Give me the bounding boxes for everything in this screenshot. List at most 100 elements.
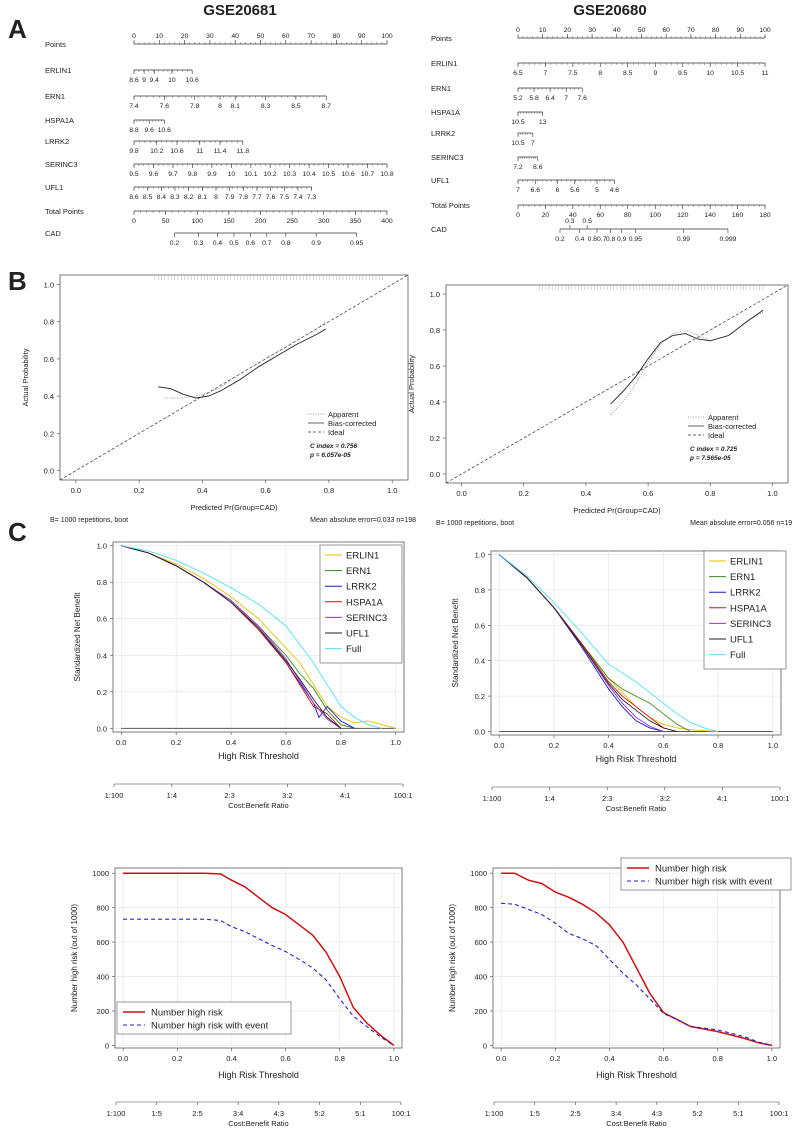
plot-frame (492, 867, 781, 1049)
tick-label: 9.8 (188, 171, 198, 178)
x-tick-label: 0.6 (658, 741, 668, 750)
tick-label: 50 (162, 218, 170, 225)
y-axis-label: Standardized Net Benefit (73, 592, 82, 682)
tick-label: 5.6 (570, 187, 580, 194)
x-tick-label: 0.6 (658, 1054, 668, 1063)
footer-right: Mean absolute error=0.033 n=198 (310, 517, 416, 524)
calibration-calib_left: 0.0 0.2 0.4 0.6 0.8 1.0 0.0 0.2 0.4 0.6 0.8 1.0 Actu… (21, 274, 416, 524)
cb-tick-label: 1:4 (167, 791, 177, 800)
tick-label: 90 (737, 27, 745, 34)
y-axis-label: Actual Probability (407, 355, 416, 413)
y-tick-label: 0.6 (97, 615, 107, 624)
x-tick-label: 0.6 (643, 489, 653, 498)
legend-label: HSPA1A (730, 603, 767, 614)
legend-label: Number high risk with event (655, 877, 773, 888)
nhr-legend: Number high risk Number high risk with ev… (116, 1001, 292, 1035)
legend-label: Ideal (328, 428, 345, 437)
row-label: UFL1 (45, 183, 63, 192)
tick-label: 8 (218, 103, 222, 110)
nomogram-row-erlin1: ERLIN1 8.6 9 9.4 10 10.6 (45, 66, 199, 84)
y-tick-label: 200 (474, 1007, 487, 1016)
x-axis-label: High Risk Threshold (218, 751, 299, 761)
cb-tick-label: 2:3 (224, 791, 234, 800)
tick-label: 8.7 (322, 103, 332, 110)
legend-label: Number high risk (151, 1008, 223, 1019)
cb-tick-label: 100:1 (771, 794, 790, 803)
legend-label: ERLIN1 (730, 557, 763, 568)
tick-label: 7.6 (160, 103, 170, 110)
y-axis-label: Number high risk (out of 1000) (70, 904, 79, 1012)
tick-label: 50 (638, 27, 646, 34)
tick-label: 10.2 (263, 171, 276, 178)
row-label: LRRK2 (45, 137, 69, 146)
tick-label: 7.2 (513, 164, 523, 171)
x-tick-label: 0.2 (549, 741, 559, 750)
tick-label: 100 (381, 33, 393, 40)
nomogram-row-ern1: ERN1 7.4 7.6 7.8 8 8.1 8.3 8.5 8.7 (45, 92, 331, 110)
x-tick-label: 0.0 (118, 1054, 128, 1063)
tick-label: 11.8 (236, 148, 249, 155)
tick-label: 11.4 (214, 148, 227, 155)
tick-label: 4.6 (610, 187, 620, 194)
y-axis-label: Number high risk (out of 1000) (448, 904, 457, 1012)
tick-label: 11 (761, 70, 768, 77)
tick-label: 160 (732, 212, 744, 219)
row-label: SERINC3 (431, 153, 464, 162)
tick-label: 0.4 (213, 240, 223, 247)
tick-label: 30 (588, 27, 596, 34)
x-tick-label: 0.8 (324, 486, 334, 495)
tick-label: 80 (712, 27, 720, 34)
y-tick-label: 0.4 (475, 657, 485, 666)
tick-label: 40 (569, 212, 577, 219)
tick-label: 100 (650, 212, 662, 219)
tick-label: 7.7 (252, 194, 262, 201)
cb-tick-label: 1:5 (529, 1109, 539, 1118)
legend-label: Bias-corrected (708, 422, 756, 431)
tick-label: 7.8 (190, 103, 200, 110)
tick-label: 11 (196, 148, 203, 155)
x-tick-label: 1.0 (389, 1054, 399, 1063)
cb-tick-label: 100:1 (770, 1109, 789, 1118)
tick-label: 7.9 (225, 194, 235, 201)
tick-label: 90 (358, 33, 366, 40)
tick-label: 9 (653, 70, 657, 77)
tick-label: 8.8 (129, 127, 139, 134)
tick-label: 9.4 (150, 77, 160, 84)
series-high-risk (123, 872, 395, 1046)
panel-label-a: A (8, 14, 27, 44)
nhr-nhr_left: 0.0 0.2 0.4 0.6 0.8 1.0 0 200 400 600 800 1000 Numbe… (70, 867, 410, 1128)
tick-label: 8.3 (261, 103, 271, 110)
row-label: ERLIN1 (45, 66, 71, 75)
cb-tick-label: 5:1 (733, 1109, 743, 1118)
x-tick-label: 0.0 (494, 741, 504, 750)
tick-label: 8.2 (184, 194, 194, 201)
nomogram-row-points: Points 0 10 20 30 40 50 60 70 80 90 100 (431, 27, 771, 43)
nomogram-row-erlin1: ERLIN1 6.5 7 7.5 8 8.5 9 9.5 10 10.5 11 (431, 59, 769, 77)
y-tick-label: 0.6 (475, 621, 485, 630)
x-tick-label: 0.0 (456, 489, 466, 498)
x-tick-label: 1.0 (767, 489, 777, 498)
legend-label: Full (730, 650, 745, 661)
tick-label: 7.6 (266, 194, 276, 201)
tick-label: 6 (556, 187, 560, 194)
cb-axis-label: Cost:Benefit Ratio (606, 804, 666, 813)
row-label: Total Points (431, 201, 470, 210)
tick-label: 13 (539, 119, 547, 126)
y-tick-label: 0.4 (44, 392, 54, 401)
tick-label: 10.6 (170, 148, 183, 155)
dca-legend: ERLIN1 ERN1 LRRK2 HSPA1A SERINC3 UFL1 Full (319, 544, 403, 664)
tick-label: 0.2 (170, 240, 180, 247)
tick-label: 7 (516, 187, 520, 194)
ideal-line (59, 274, 409, 481)
nomogram-row-cad: CAD 0.2 0.3 0.4 0.5 0.6 0.7 0.8 0.9 0.95 (45, 229, 363, 247)
nhr-nhr_right: 0.0 0.2 0.4 0.6 0.8 1.0 0 200 400 600 800 1000 Numbe… (448, 857, 792, 1128)
tick-label: 80 (333, 33, 341, 40)
nomogram-title: GSE20680 (573, 2, 646, 19)
legend-box (620, 857, 792, 891)
tick-label: 9.9 (207, 171, 217, 178)
row-label: CAD (45, 229, 61, 238)
cb-tick-label: 3:2 (282, 791, 292, 800)
series-high-risk-with-event (123, 918, 395, 1046)
